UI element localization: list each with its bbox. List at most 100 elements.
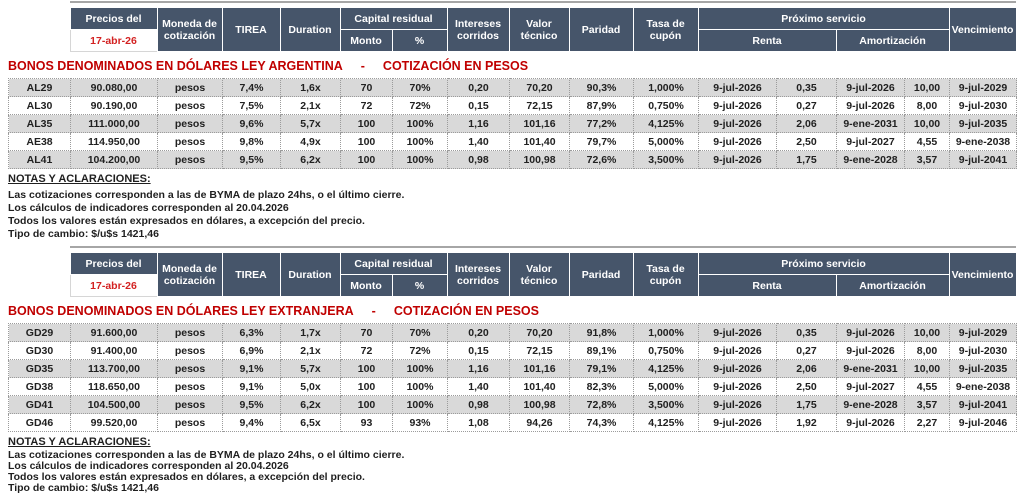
col-header-precios-del: Precios del bbox=[69, 252, 158, 275]
value-cell: 9-jul-2046 bbox=[949, 413, 1017, 432]
price-date-cell: 17-abr-26 bbox=[69, 29, 158, 52]
value-cell: 93% bbox=[392, 413, 448, 432]
value-cell: 0,15 bbox=[447, 341, 510, 360]
col-header-monto: Monto bbox=[339, 29, 393, 52]
value-cell: 101,16 bbox=[509, 114, 570, 133]
value-cell: 9,6% bbox=[222, 114, 281, 133]
note-line: Los cálculos de indicadores corresponden… bbox=[8, 460, 289, 472]
note-line: Tipo de cambio: $/u$s 1421,46 bbox=[8, 482, 159, 494]
col-header-duration: Duration bbox=[279, 7, 341, 52]
value-cell: 9-jul-2026 bbox=[698, 413, 777, 432]
value-cell: 70% bbox=[392, 323, 448, 342]
bond-ticker-cell: GD41 bbox=[8, 395, 71, 414]
notes-block: NOTAS Y ACLARACIONES: Las cotizaciones c… bbox=[8, 173, 1016, 241]
bond-row: AL30 90.190,00 pesos 7,5% 2,1x 72 72% 0,15 72,15… bbox=[8, 96, 1017, 115]
value-cell: 5,7x bbox=[280, 114, 341, 133]
value-cell: 70,20 bbox=[509, 78, 570, 97]
value-cell: 9-ene-2028 bbox=[836, 150, 905, 169]
value-cell: 91.600,00 bbox=[70, 323, 158, 342]
value-cell: 72,15 bbox=[509, 341, 570, 360]
value-cell: 70 bbox=[340, 78, 393, 97]
section-title-ley-extranjera: BONOS DENOMINADOS EN DÓLARES LEY EXTRANJ… bbox=[8, 304, 1016, 319]
value-cell: 9-jul-2041 bbox=[949, 395, 1017, 414]
value-cell: 9-jul-2041 bbox=[949, 150, 1017, 169]
title-dash: - bbox=[371, 304, 376, 318]
bond-data-table-extranjera: GD29 91.600,00 pesos 6,3% 1,7x 70 70% 0,20 70,20… bbox=[8, 323, 1017, 432]
value-cell: 72 bbox=[340, 96, 393, 115]
value-cell: 118.650,00 bbox=[70, 377, 158, 396]
value-cell: 9-ene-2031 bbox=[836, 359, 905, 378]
value-cell: 72% bbox=[392, 341, 448, 360]
value-cell: 9,1% bbox=[222, 359, 281, 378]
value-cell: 0,750% bbox=[633, 96, 699, 115]
value-cell: 0,20 bbox=[447, 78, 510, 97]
value-cell: 6,2x bbox=[280, 395, 341, 414]
value-cell: 72,15 bbox=[509, 96, 570, 115]
ley-argentina-section: Precios del Moneda de cotización TIREA D… bbox=[8, 1, 1017, 241]
value-cell: 9-ene-2038 bbox=[949, 377, 1017, 396]
bond-row: AL41 104.200,00 pesos 9,5% 6,2x 100 100% 0,98 10… bbox=[8, 150, 1017, 169]
value-cell: pesos bbox=[157, 377, 223, 396]
value-cell: 9-jul-2029 bbox=[949, 323, 1017, 342]
value-cell: 91,8% bbox=[569, 323, 634, 342]
value-cell: 70 bbox=[340, 323, 393, 342]
note-line: Todos los valores están expresados en dó… bbox=[8, 471, 365, 483]
col-header-valor-tecnico: Valor técnico bbox=[508, 252, 570, 297]
value-cell: pesos bbox=[157, 359, 223, 378]
col-header-porcentaje: % bbox=[391, 274, 448, 297]
value-cell: 0,15 bbox=[447, 96, 510, 115]
value-cell: 100 bbox=[340, 114, 393, 133]
col-header-proximo-servicio: Próximo servicio bbox=[697, 252, 950, 275]
value-cell: pesos bbox=[157, 78, 223, 97]
col-header-intereses-corridos: Intereses corridos bbox=[446, 252, 510, 297]
value-cell: 0,98 bbox=[447, 395, 510, 414]
col-header-proximo-servicio: Próximo servicio bbox=[697, 7, 950, 30]
value-cell: 9-jul-2026 bbox=[836, 78, 905, 97]
value-cell: 3,500% bbox=[633, 150, 699, 169]
value-cell: 7,5% bbox=[222, 96, 281, 115]
value-cell: 9-jul-2029 bbox=[949, 78, 1017, 97]
value-cell: 1,7x bbox=[280, 323, 341, 342]
value-cell: 111.000,00 bbox=[70, 114, 158, 133]
bond-ticker-cell: GD38 bbox=[8, 377, 71, 396]
value-cell: pesos bbox=[157, 132, 223, 151]
value-cell: 93 bbox=[340, 413, 393, 432]
value-cell: 1,16 bbox=[447, 114, 510, 133]
value-cell: 4,125% bbox=[633, 114, 699, 133]
bond-ticker-cell: GD35 bbox=[8, 359, 71, 378]
value-cell: 90,3% bbox=[569, 78, 634, 97]
value-cell: 9-jul-2026 bbox=[698, 359, 777, 378]
value-cell: 4,125% bbox=[633, 359, 699, 378]
value-cell: 94,26 bbox=[509, 413, 570, 432]
value-cell: 100 bbox=[340, 395, 393, 414]
value-cell: 5,0x bbox=[280, 377, 341, 396]
ley-extranjera-section: Precios del Moneda de cotización TIREA D… bbox=[8, 246, 1017, 494]
col-header-tasa-cupon: Tasa de cupón bbox=[632, 7, 699, 52]
value-cell: 2,1x bbox=[280, 96, 341, 115]
value-cell: 90.190,00 bbox=[70, 96, 158, 115]
section-title-text: BONOS DENOMINADOS EN DÓLARES LEY ARGENTI… bbox=[8, 59, 343, 73]
bond-ticker-cell: GD30 bbox=[8, 341, 71, 360]
col-header-vencimiento: Vencimiento bbox=[948, 7, 1017, 52]
value-cell: 101,16 bbox=[509, 359, 570, 378]
divider-line bbox=[70, 1, 1016, 3]
bond-row: GD38 118.650,00 pesos 9,1% 5,0x 100 100% 1,40 10… bbox=[8, 377, 1017, 396]
bond-row: GD29 91.600,00 pesos 6,3% 1,7x 70 70% 0,20 70,20… bbox=[8, 323, 1017, 342]
bond-row: GD30 91.400,00 pesos 6,9% 2,1x 72 72% 0,15 72,15… bbox=[8, 341, 1017, 360]
value-cell: 9-jul-2035 bbox=[949, 114, 1017, 133]
value-cell: pesos bbox=[157, 395, 223, 414]
col-header-paridad: Paridad bbox=[568, 7, 634, 52]
value-cell: 2,50 bbox=[776, 132, 837, 151]
value-cell: 6,9% bbox=[222, 341, 281, 360]
value-cell: 114.950,00 bbox=[70, 132, 158, 151]
value-cell: 10,00 bbox=[904, 323, 950, 342]
col-header-tirea: TIREA bbox=[221, 7, 281, 52]
value-cell: 91.400,00 bbox=[70, 341, 158, 360]
col-header-renta: Renta bbox=[697, 29, 837, 52]
bond-ticker-cell: AL29 bbox=[8, 78, 71, 97]
value-cell: 72,8% bbox=[569, 395, 634, 414]
bond-ticker-cell: GD46 bbox=[8, 413, 71, 432]
bond-row: AL35 111.000,00 pesos 9,6% 5,7x 100 100% 1,16 10… bbox=[8, 114, 1017, 133]
value-cell: 100% bbox=[392, 395, 448, 414]
value-cell: 9-jul-2026 bbox=[698, 96, 777, 115]
